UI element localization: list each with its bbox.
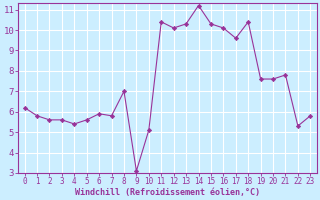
X-axis label: Windchill (Refroidissement éolien,°C): Windchill (Refroidissement éolien,°C) <box>75 188 260 197</box>
